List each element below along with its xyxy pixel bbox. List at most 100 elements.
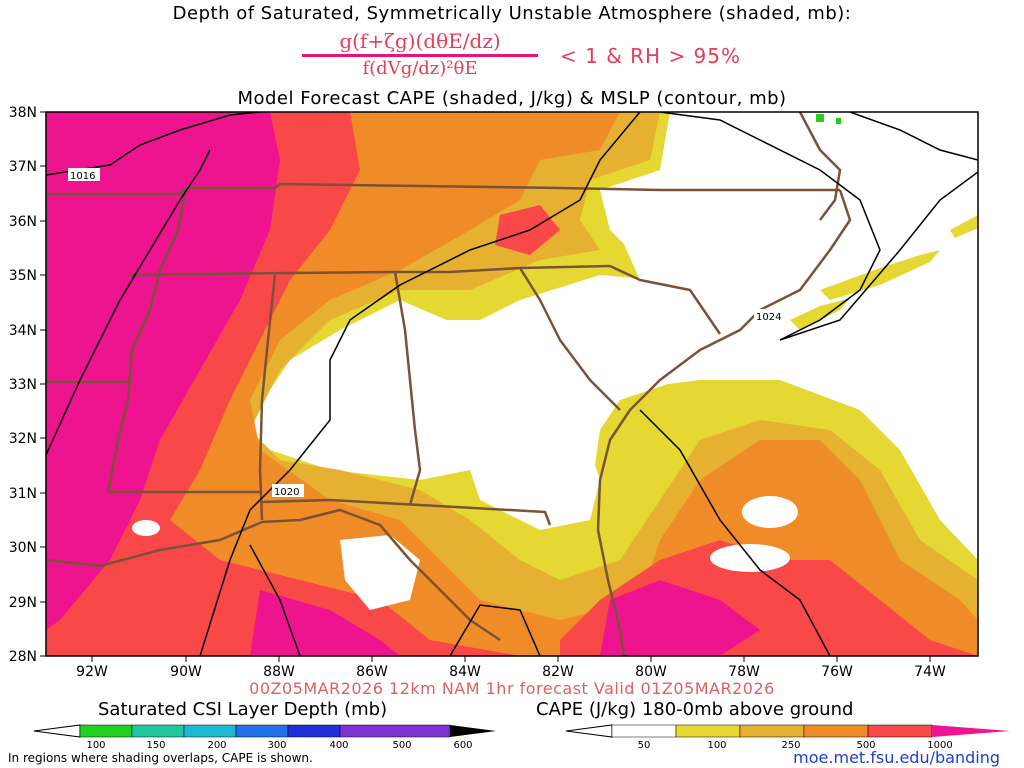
latitude-labels: 38N 37N 36N 35N 34N 33N 32N 31N 30N 29N … [9, 105, 37, 665]
isobar-label-text: 1016 [70, 171, 95, 182]
csi-colorbar-swatch [131, 724, 185, 738]
isobar-1016 [46, 112, 261, 176]
csi-legend-title: Saturated CSI Layer Depth (mb) [98, 699, 388, 720]
lat-label: 30N [9, 540, 37, 556]
border-ms-al [258, 274, 277, 521]
lon-label: 90W [170, 664, 202, 680]
isobar-label-text: 1020 [274, 487, 299, 498]
cape-clear-gulf [340, 535, 420, 610]
cape-clear-atlantic-south [742, 496, 798, 528]
csi-colorbar-high-arrow [450, 725, 496, 737]
cape-region-1000-atlantic [600, 580, 760, 656]
formula-numerator: g(f+ζg)(dθE/dz) [339, 29, 501, 53]
cape-colorbar-tick: 500 [856, 740, 875, 751]
cape-colorbar-swatch [739, 724, 805, 738]
isobar-1028-b [779, 171, 978, 341]
csi-colorbar-swatch [79, 724, 133, 738]
cape-colorbar-tick: 250 [781, 740, 800, 751]
csi-patch-green [816, 114, 824, 122]
lat-label: 29N [9, 595, 37, 611]
longitude-axis [91, 656, 931, 662]
cape-patch-nc-coast-2 [790, 298, 850, 330]
lat-label: 28N [9, 649, 37, 665]
isobar-1020-b [249, 544, 301, 656]
csi-colorbar-swatch [339, 724, 451, 738]
lon-label: 88W [263, 664, 295, 680]
border-tn-south [129, 264, 611, 277]
cape-colorbar-tick: 1000 [927, 740, 952, 751]
csi-colorbar-swatch [183, 724, 237, 738]
isobar-1016-b [46, 149, 211, 456]
csi-colorbar-low-arrow [33, 724, 81, 738]
cape-region-1000 [46, 112, 280, 630]
lat-label: 35N [9, 268, 37, 284]
lon-label: 82W [542, 664, 574, 680]
csi-colorbar: 100 150 200 300 400 500 600 [33, 724, 496, 751]
cape-clear-ocean-ne [680, 112, 978, 340]
lon-label: 92W [76, 664, 108, 680]
longitude-labels: 92W 90W 88W 86W 84W 82W 80W 78W 76W 74W [76, 664, 946, 680]
mslp-isobars [46, 112, 978, 656]
cape-clear-ocean-e [820, 230, 978, 420]
coast-chesapeake [798, 112, 842, 221]
cape-region-500-north [495, 205, 560, 255]
cape-colorbar-tick: 100 [707, 740, 726, 751]
isobar-1020 [199, 112, 641, 656]
latitude-axis [40, 111, 46, 657]
cape-colorbar-tick: 50 [638, 740, 651, 751]
border-fl-north [261, 498, 552, 526]
isobar-1028 [849, 112, 978, 161]
map-subtitle: Model Forecast CAPE (shaded, J/kg) & MSL… [237, 88, 787, 109]
lat-label: 34N [9, 323, 37, 339]
csi-colorbar-swatch [287, 724, 341, 738]
isobar-label-text: 1024 [756, 312, 781, 323]
csi-colorbar-tick: 600 [453, 740, 472, 751]
forecast-valid-line: 00Z05MAR2026 12km NAM 1hr forecast Valid… [249, 679, 775, 698]
lon-label: 74W [914, 664, 946, 680]
lat-label: 32N [9, 431, 37, 447]
csi-colorbar-tick: 300 [267, 740, 286, 751]
cape-patch-nc-coast [820, 250, 940, 300]
state-borders [46, 112, 852, 656]
border-ga-sc [518, 267, 621, 411]
formula-condition: < 1 & RH > 95% [560, 44, 742, 68]
lon-label: 78W [728, 664, 760, 680]
csi-colorbar-tick: 200 [207, 740, 226, 751]
lat-label: 38N [9, 105, 37, 121]
lon-label: 86W [356, 664, 388, 680]
border-ky-tn [46, 182, 840, 196]
lat-label: 31N [9, 486, 37, 502]
lon-label: 84W [449, 664, 481, 680]
lat-label: 33N [9, 377, 37, 393]
border-nc-sc [609, 264, 722, 335]
overlap-note: In regions where shading overlaps, CAPE … [8, 751, 313, 765]
isobar-1024-c [659, 112, 881, 341]
border-al-ga [393, 271, 422, 506]
isobar-1024 [449, 604, 541, 656]
stability-formula: g(f+ζg)(dθE/dz) f(dVg/dz)²θE [300, 28, 540, 81]
source-url: moe.met.fsu.edu/banding [793, 748, 1000, 767]
lat-label: 37N [9, 159, 37, 175]
coast-gulf [46, 508, 501, 642]
cape-colorbar-low-arrow [565, 724, 613, 738]
cape-colorbar-swatch [675, 724, 741, 738]
isobar-label-1016: 1016 [68, 168, 100, 182]
csi-colorbar-tick: 100 [86, 740, 105, 751]
cape-legend-title: CAPE (J/kg) 180-0mb above ground [536, 699, 854, 720]
map-title: Depth of Saturated, Symmetrically Unstab… [172, 3, 852, 24]
cape-colorbar-swatch [867, 724, 933, 738]
lon-label: 80W [635, 664, 667, 680]
cape-patch-offshore [950, 215, 978, 238]
csi-patch-green-2 [836, 118, 841, 124]
cape-colorbar: 50 100 250 500 1000 [565, 724, 1010, 751]
csi-colorbar-tick: 400 [329, 740, 348, 751]
lon-label: 76W [821, 664, 853, 680]
cape-clear-louisiana [132, 520, 160, 536]
cape-colorbar-high-arrow [932, 725, 1010, 737]
isobar-1024-b [639, 409, 831, 656]
csi-colorbar-tick: 500 [392, 740, 411, 751]
border-mississippi-river [106, 187, 188, 493]
isobar-label-1024: 1024 [754, 309, 786, 323]
coast-atlantic [596, 189, 852, 656]
formula-denominator: f(dVg/dz)²θE [362, 58, 478, 79]
